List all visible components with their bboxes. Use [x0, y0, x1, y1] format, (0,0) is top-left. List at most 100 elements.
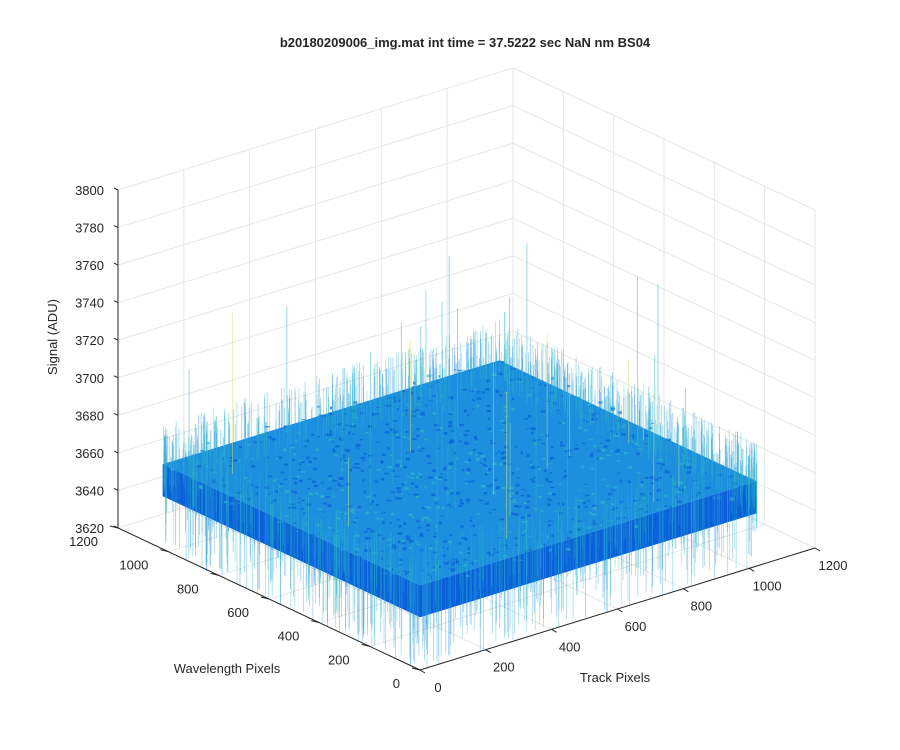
surface-speckle	[495, 453, 499, 455]
surface-speckle	[237, 459, 241, 463]
surface-speckle	[279, 482, 283, 486]
surface-speckle	[586, 431, 590, 435]
surface-speckle	[229, 501, 235, 505]
surface-speckle	[426, 573, 431, 576]
surface-speckle	[473, 534, 477, 536]
surface-speckle	[478, 452, 483, 455]
surface-speckle	[436, 565, 439, 568]
surface-speckle	[461, 369, 466, 371]
surface-speckle	[467, 552, 471, 554]
surface-speckle	[360, 469, 364, 472]
surface-speckle	[631, 516, 636, 520]
surface-speckle	[435, 575, 440, 577]
surface-speckle	[267, 475, 273, 478]
surface-speckle	[532, 427, 535, 429]
surface-speckle	[492, 509, 496, 511]
surface-speckle	[541, 457, 546, 460]
surface-speckle	[561, 477, 566, 479]
surface-speckle	[525, 505, 530, 509]
surface-speckle	[371, 500, 374, 503]
surface-speckle	[473, 448, 476, 451]
surface-speckle	[365, 511, 370, 515]
surface-speckle	[431, 481, 436, 484]
surface-speckle	[609, 450, 614, 452]
surface-speckle	[483, 469, 487, 472]
surface-speckle	[278, 485, 283, 488]
surface-speckle	[425, 387, 429, 390]
surface-speckle	[391, 512, 394, 516]
surface-speckle	[346, 505, 351, 508]
surface-speckle	[451, 494, 454, 498]
surface-speckle	[664, 497, 669, 499]
surface-speckle	[554, 510, 558, 512]
surface-speckle	[449, 427, 453, 429]
surface-speckle	[512, 498, 516, 501]
surface-speckle	[463, 441, 469, 445]
surface-speckle	[590, 501, 595, 503]
surface-speckle	[396, 455, 400, 458]
surface-speckle	[549, 499, 553, 502]
surface-speckle	[487, 468, 492, 471]
surface-speckle	[616, 449, 620, 452]
tick-labels: 0 200 400 600 800 1000 1200 0 200 400 600 800 1000 12…	[69, 183, 847, 695]
surface-speckle	[226, 465, 232, 467]
surface-speckle	[368, 425, 372, 428]
surface-speckle	[429, 544, 432, 547]
surface-speckle	[409, 552, 412, 554]
surface-speckle	[396, 550, 401, 554]
surface-speckle	[563, 474, 568, 478]
surface-speckle	[449, 490, 454, 492]
surface-speckle	[639, 483, 643, 487]
surface-speckle	[546, 426, 550, 428]
surface-speckle	[321, 512, 326, 514]
surface-speckle	[463, 418, 467, 420]
surface-speckle	[369, 465, 372, 468]
surface-speckle	[566, 405, 571, 407]
surface-speckle	[429, 524, 435, 527]
surface-speckle	[539, 454, 542, 456]
surface-speckle	[499, 518, 505, 521]
surface-speckle	[458, 371, 462, 375]
surface-speckle	[410, 476, 415, 480]
surface-speckle	[345, 512, 350, 514]
surface-speckle	[361, 440, 365, 443]
surface-speckle	[387, 465, 392, 469]
surface-speckle	[462, 388, 468, 391]
surface-speckle	[400, 493, 403, 495]
surface-speckle	[482, 374, 486, 377]
surface-speckle	[349, 490, 355, 492]
surface-speckle	[438, 565, 441, 569]
surface-speckle	[344, 459, 347, 463]
back-wall-gridline	[117, 142, 514, 266]
surface-speckle	[272, 499, 277, 502]
y-tick-label: 400	[278, 629, 300, 644]
surface-speckle	[526, 494, 531, 498]
surface-speckle	[332, 489, 338, 492]
surface-speckle	[434, 532, 437, 535]
surface-speckle	[605, 439, 611, 442]
surface-speckle	[240, 485, 245, 488]
surface-speckle	[478, 412, 481, 415]
surface-speckle	[644, 518, 650, 521]
surface-speckle	[486, 564, 491, 567]
surface-speckle	[606, 454, 611, 457]
surface-speckle	[557, 543, 563, 546]
surface-speckle	[511, 476, 514, 479]
surface-speckle	[229, 492, 232, 495]
surface-speckle	[418, 445, 421, 449]
surface-speckle	[251, 457, 254, 460]
surface-speckle	[405, 457, 410, 461]
surface-speckle	[591, 417, 594, 421]
surface-speckle	[290, 446, 295, 449]
surface-speckle	[416, 403, 420, 406]
surface-speckle	[411, 487, 416, 489]
surface-speckle	[407, 571, 410, 573]
surface-speckle	[326, 435, 331, 437]
surface-speckle	[425, 506, 429, 509]
surface-speckle	[581, 442, 586, 445]
surface-speckle	[540, 433, 544, 436]
surface-speckle	[443, 487, 449, 490]
surface-speckle	[406, 451, 409, 454]
side-wall-gridline	[512, 255, 816, 399]
surface-speckle	[441, 502, 447, 506]
